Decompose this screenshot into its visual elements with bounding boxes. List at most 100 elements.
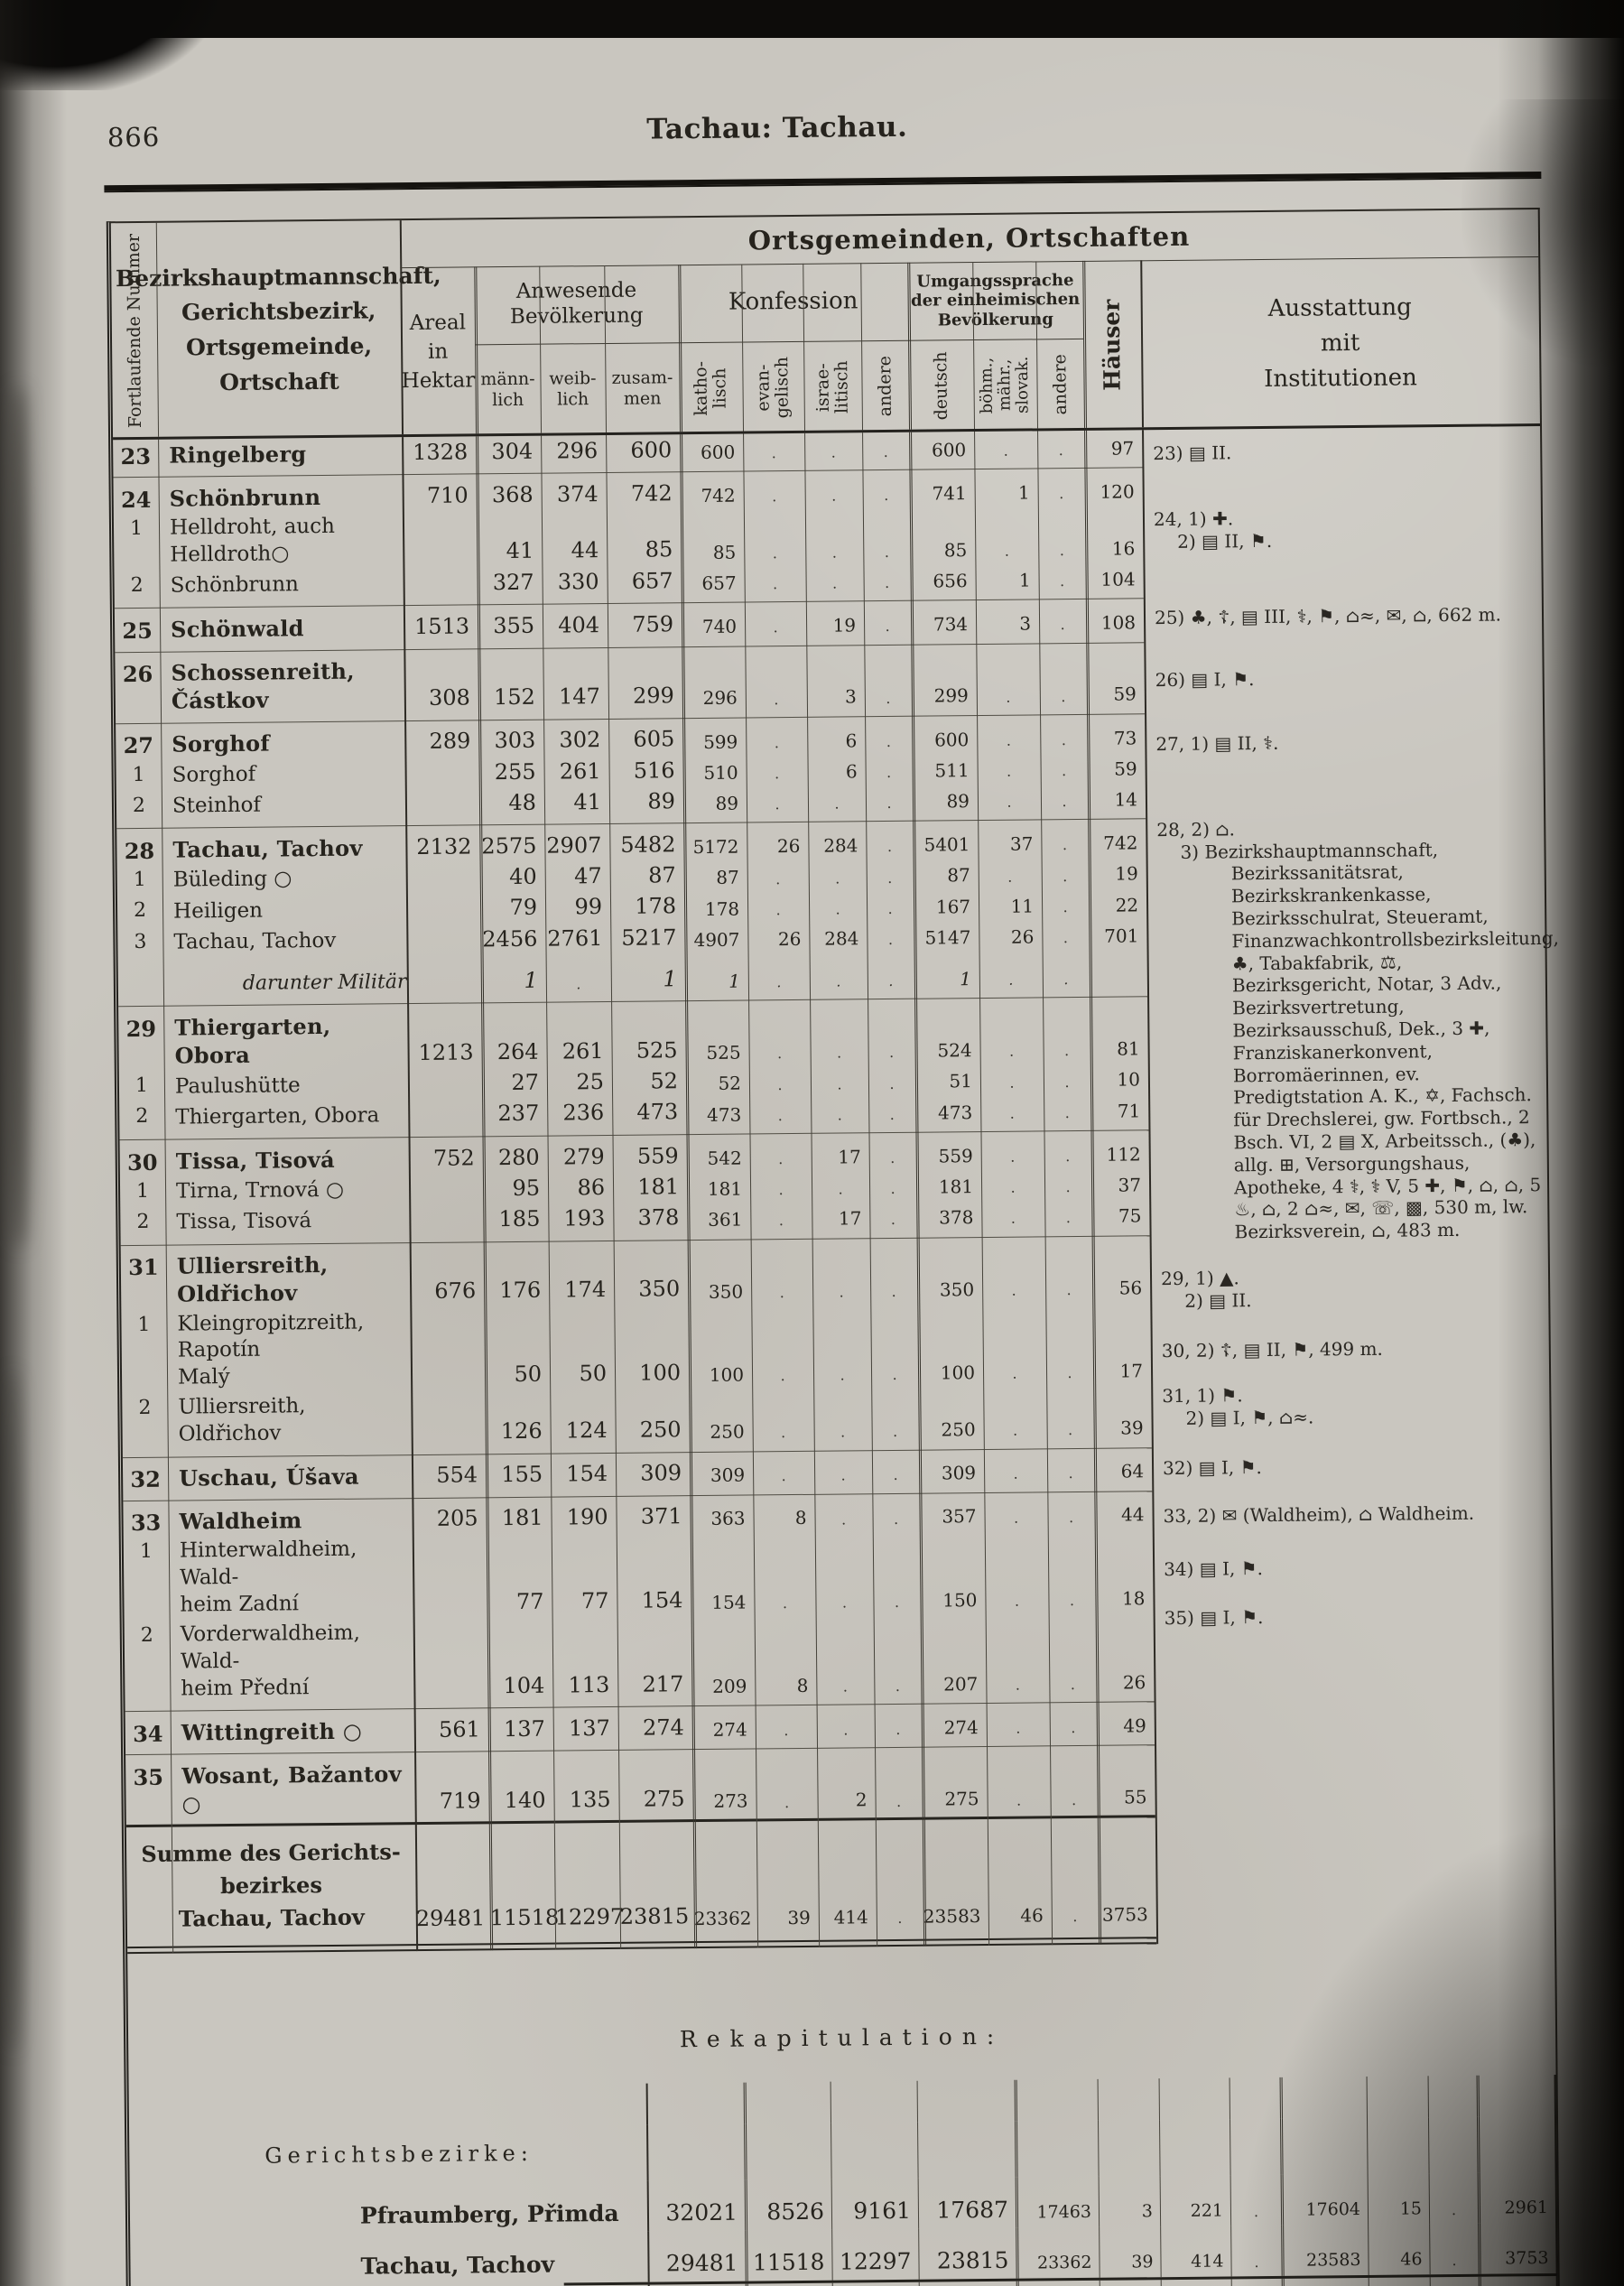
cell-value: 6 [845,760,858,783]
cell-value: 1213 [418,1039,474,1066]
rekap-cell: 9161 [831,2178,919,2230]
cell-value: 19 [832,614,857,637]
cell-value: 23815 [619,1902,690,1929]
cell-value: 676 [434,1278,477,1305]
place-name: Helldroht, auch Helldroth○ [169,514,335,567]
cell-value: 473 [636,1099,679,1126]
cell-value: . [890,1211,896,1229]
place-name: Sorghof [172,729,271,758]
cell-value [404,597,478,598]
row-number: 2 [138,1397,152,1420]
place-name: Tirna, Trnová ○ [175,1177,345,1203]
rekap-cell: 11518 [745,2229,832,2281]
rekap-cell [1098,2120,1160,2177]
cell-value [407,995,481,996]
rekap-cell [743,2081,831,2124]
cell-value: 309 [941,1462,977,1484]
cell-value: . [1063,897,1068,915]
cell-value: . [1070,1676,1076,1694]
cell-value: 95 [512,1175,541,1201]
cell-value: . [782,1594,788,1612]
cell-value: 181 [501,1504,543,1531]
cell-value: . [1061,730,1066,748]
rekap-cell [917,2121,1016,2179]
cell-value: 361 [708,1208,743,1231]
row-number: 34 [132,1720,163,1747]
cell-value: 52 [718,1073,742,1095]
cell-value: 264 [496,1038,539,1065]
cell-value: 511 [934,758,970,782]
cell-value: 279 [562,1143,605,1170]
row-number: 28 [124,837,155,865]
cell-value: 97 [1110,437,1135,460]
cell-value: 152 [493,683,535,711]
cell-value: . [889,1044,895,1062]
cell-value: . [834,795,840,813]
rekap-cell [918,2281,1017,2286]
cell-value: 23583 [923,1904,981,1928]
cell-value: 414 [833,1906,868,1928]
cell-value: 77 [515,1588,544,1614]
place-name: Ringelberg [169,440,307,469]
cell-value: 250 [639,1417,682,1443]
cell-value: 273 [713,1789,748,1813]
cell-value: 217 [642,1670,684,1697]
rekap-cell: 23815 [918,2227,1016,2280]
rekap-cell [1097,2078,1159,2121]
column-header-houses: Häuser [1082,260,1142,431]
cell-value: 275 [944,1788,979,1810]
cell-value: . [886,732,891,750]
cell-value: 14 [1114,788,1138,811]
cell-value: 2761 [547,925,603,952]
page-title: Tachau: Tachau. [646,110,908,146]
cell-value: 205 [436,1505,478,1532]
cell-value: 250 [710,1420,745,1443]
cell-value: . [893,1423,898,1441]
row-number: 26 [122,660,153,688]
cell-value: 17 [838,1207,862,1230]
row-number [118,970,163,971]
cell-value: 368 [491,481,534,507]
place-name: Tissa, Tisová [175,1146,336,1175]
cell-value: 56 [1118,1276,1143,1299]
cell-value: 100 [639,1360,682,1386]
cell-value: . [1062,762,1067,780]
cell-value: . [1062,836,1068,854]
cell-value: . [841,1594,848,1612]
cell-value: 600 [630,436,673,463]
row-number: 2 [130,573,144,597]
cell-value: 25 [576,1069,605,1095]
cell-value: 8 [794,1507,807,1529]
cell-value: 2132 [416,833,472,860]
rekap-label [129,2083,646,2129]
cell-value: 140 [504,1787,546,1814]
rekap-cell: 3 [1098,2176,1161,2227]
note-line: 23) ▤ II. [1153,441,1232,465]
cell-value: . [775,765,780,783]
cell-value: 371 [640,1503,682,1529]
cell-value: 154 [566,1461,608,1487]
cell-value: . [781,1467,786,1485]
cell-value: 176 [499,1278,542,1304]
cell-value: . [840,1366,845,1385]
rotated-label: deutsch [930,351,951,421]
cell-value: 3 [1019,612,1032,635]
cell-value: . [1068,1464,1073,1482]
cell-value: 2907 [546,832,602,859]
cell-value: 5217 [621,924,677,951]
cell-value: . [1003,441,1008,460]
row-number: 23 [120,442,152,469]
cell-value: 75 [1118,1204,1142,1227]
cell-value: . [886,795,892,813]
note-line: 3) Bezirkshauptmannschaft, Bezirkssanitä… [1180,838,1560,1243]
place-name: Schönwald [170,615,304,643]
place-name: Steinhof [172,793,262,818]
cell-value: 113 [568,1671,610,1698]
cell-value: 6 [845,729,858,752]
cell-value: 17 [838,1146,861,1168]
cell-value: . [774,733,779,751]
cell-value: 554 [436,1462,478,1488]
cell-value: . [1006,688,1011,706]
place-name: Tachau, Tachov [173,928,337,954]
cell-value: . [1066,1280,1072,1298]
